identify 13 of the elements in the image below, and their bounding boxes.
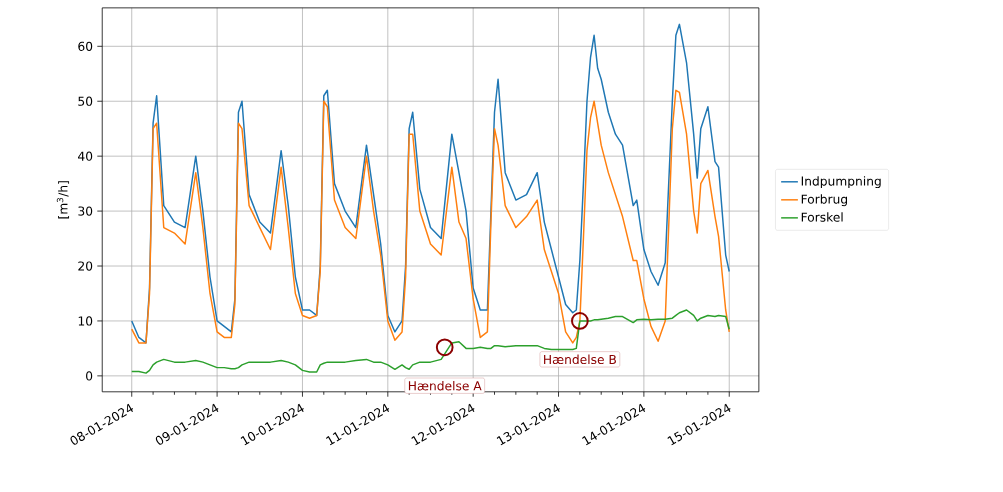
legend-label: Forskel bbox=[801, 212, 843, 222]
legend-label: Indpumpning bbox=[801, 176, 881, 188]
y-axis-title: [m$^{3}$/h] bbox=[56, 181, 70, 219]
y-tick-label: 50 bbox=[78, 96, 93, 106]
y-tick-label: 0 bbox=[86, 371, 93, 381]
y-tick-label: 40 bbox=[78, 151, 93, 161]
y-tick-label: 20 bbox=[78, 261, 93, 271]
y-tick-label: 30 bbox=[78, 206, 93, 216]
y-tick-label: 60 bbox=[78, 41, 93, 51]
legend-label: Forbrug bbox=[801, 194, 848, 207]
y-tick-label: 10 bbox=[78, 316, 93, 326]
annotation: Hændelse A bbox=[408, 380, 482, 391]
annotation: Hændelse B bbox=[544, 354, 616, 364]
